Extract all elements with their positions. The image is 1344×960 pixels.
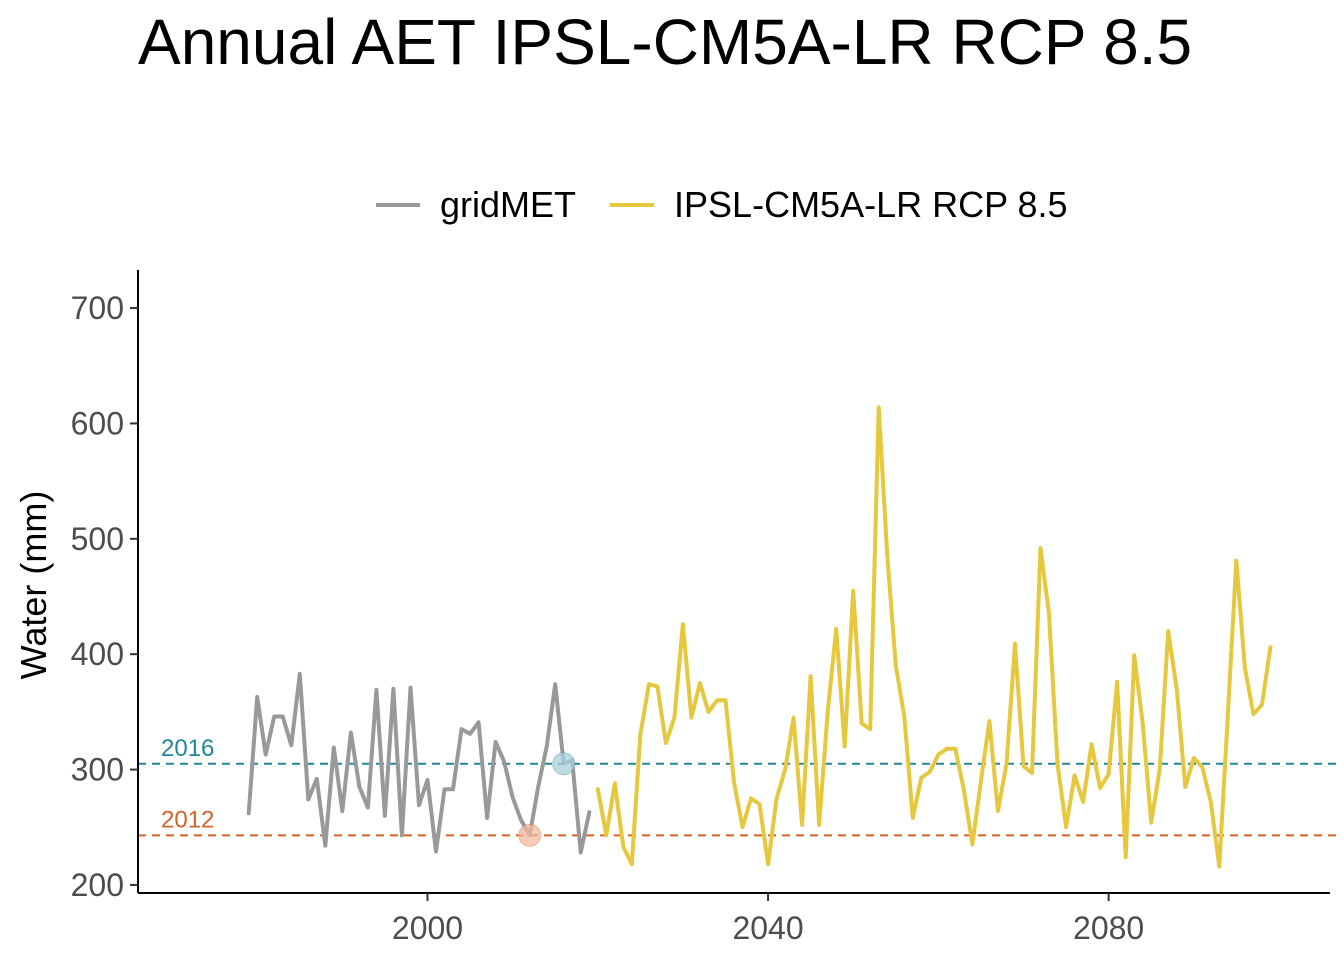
ticks-layer: 200 300 400 500 600 700 2000 2040 2080 bbox=[71, 290, 1145, 946]
reference-marker-2016 bbox=[552, 752, 576, 776]
legend-item-gridmet: gridMET bbox=[376, 184, 576, 226]
reference-lines-layer: 2016 2012 bbox=[138, 735, 1340, 837]
reference-label-2016: 2016 bbox=[161, 735, 214, 762]
reference-marker-2012 bbox=[518, 823, 542, 847]
legend-label-ipsl: IPSL-CM5A-LR RCP 8.5 bbox=[674, 184, 1068, 225]
reference-markers-layer bbox=[518, 752, 576, 847]
x-tick-label-2040: 2040 bbox=[732, 910, 803, 946]
legend-key-ipsl bbox=[610, 203, 655, 207]
legend-label-gridmet: gridMET bbox=[440, 184, 577, 225]
x-tick-label-2000: 2000 bbox=[392, 910, 463, 946]
legend-item-ipsl: IPSL-CM5A-LR RCP 8.5 bbox=[610, 184, 1068, 226]
y-axis-title: Water (mm) bbox=[13, 491, 54, 680]
y-tick-label-500: 500 bbox=[71, 521, 124, 557]
series-line-0 bbox=[246, 671, 592, 855]
chart-title: Annual AET IPSL-CM5A-LR RCP 8.5 bbox=[138, 6, 1193, 78]
legend-key-gridmet bbox=[376, 203, 420, 207]
y-tick-label-300: 300 bbox=[71, 752, 124, 788]
y-tick-label-700: 700 bbox=[71, 290, 124, 326]
x-tick-label-2080: 2080 bbox=[1073, 910, 1144, 946]
y-tick-label-400: 400 bbox=[71, 636, 124, 672]
series-line-1 bbox=[595, 405, 1273, 869]
y-tick-label-200: 200 bbox=[71, 867, 124, 903]
y-tick-label-600: 600 bbox=[71, 405, 124, 441]
reference-label-2012: 2012 bbox=[161, 806, 214, 833]
series-layer bbox=[246, 405, 1273, 869]
legend: gridMET IPSL-CM5A-LR RCP 8.5 bbox=[376, 180, 1102, 230]
